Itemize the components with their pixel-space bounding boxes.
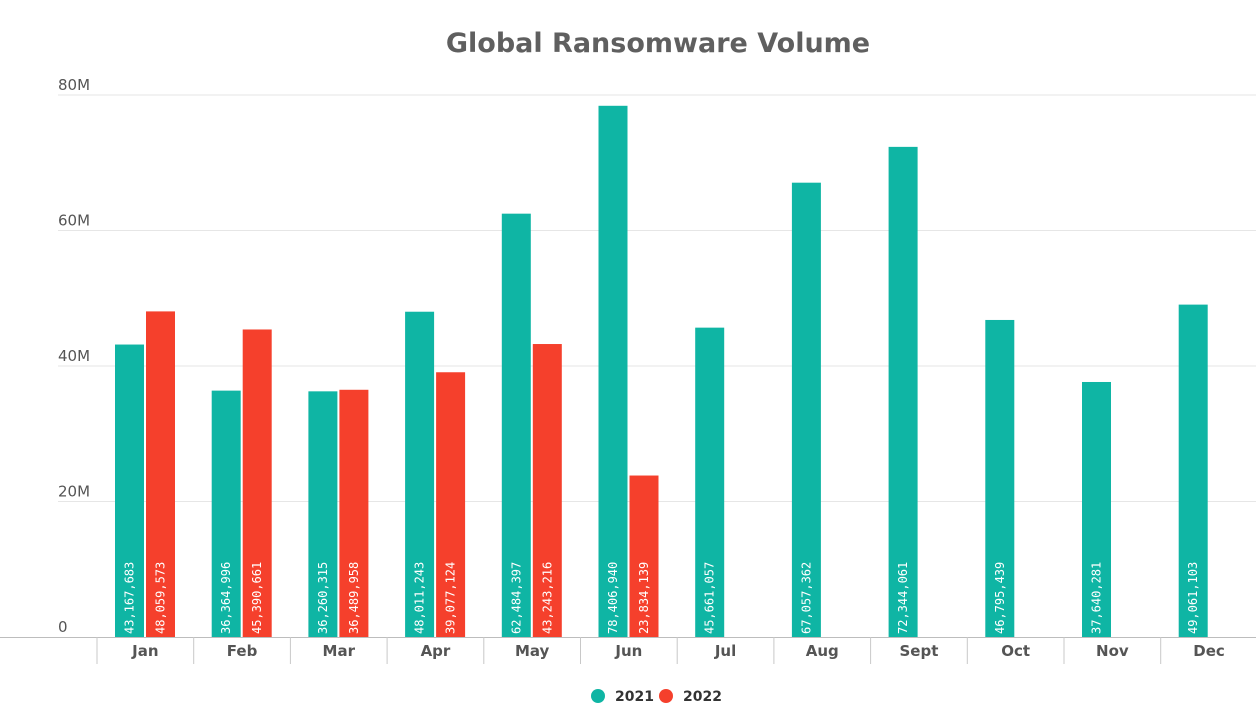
x-tick-label: Jan — [131, 642, 158, 660]
y-tick-label: 60M — [58, 212, 90, 230]
bar-value-label: 43,243,216 — [540, 562, 554, 634]
bar-value-label: 36,489,958 — [347, 562, 361, 634]
bar-value-label: 43,167,683 — [123, 562, 137, 634]
bar-value-label: 49,061,103 — [1186, 562, 1200, 634]
legend-label: 2022 — [683, 689, 722, 705]
bar-2022-jun — [629, 475, 659, 637]
x-tick-label: Oct — [1001, 642, 1030, 660]
x-tick-label: Mar — [323, 642, 356, 660]
bar-value-label: 39,077,124 — [444, 562, 458, 634]
legend: 2021 2022 — [591, 689, 722, 705]
bar-2021-dec — [1178, 304, 1208, 637]
x-tick-label: Jun — [614, 642, 642, 660]
bar-2021-apr — [405, 311, 435, 637]
bar-value-label: 46,795,439 — [993, 562, 1007, 634]
bar-value-label: 23,834,139 — [637, 562, 651, 634]
bar-value-labels: 43,167,683 36,364,996 36,260,315 48,011,243… — [123, 562, 1201, 634]
bar-2021-jan — [115, 344, 144, 637]
bar-value-label: 37,640,281 — [1090, 562, 1104, 634]
legend-marker-2021 — [591, 689, 605, 703]
bar-value-label: 78,406,940 — [606, 562, 620, 634]
y-tick-label: 0 — [58, 618, 68, 636]
x-tick-label: Jul — [714, 642, 736, 660]
bar-value-label: 67,057,362 — [799, 562, 813, 634]
bar-2021-aug — [791, 182, 821, 637]
bar-value-label: 62,484,397 — [509, 562, 523, 634]
bar-value-label: 45,661,057 — [703, 562, 717, 634]
bar-2022-jan — [146, 311, 175, 637]
x-axis: Jan Feb Mar Apr May Jun Jul Aug Sept Oct Nov Dec — [0, 637, 1256, 664]
x-tick-label: May — [515, 642, 550, 660]
x-tick-label: Feb — [227, 642, 258, 660]
bar-2021-sept — [888, 146, 918, 637]
bar-value-label: 45,390,661 — [250, 562, 264, 634]
bar-2021-oct — [985, 319, 1015, 637]
x-tick-label: Aug — [806, 642, 839, 660]
bar-value-label: 72,344,061 — [896, 562, 910, 634]
bar-2022-feb — [242, 329, 272, 637]
x-tick-label: Apr — [421, 642, 451, 660]
bar-2022-apr — [436, 372, 466, 637]
bar-2021-may — [501, 213, 531, 637]
x-tick-label: Nov — [1096, 642, 1129, 660]
y-tick-label: 40M — [58, 347, 90, 365]
y-tick-label: 80M — [58, 76, 90, 94]
legend-marker-2022 — [659, 689, 673, 703]
bars — [115, 105, 1208, 638]
bar-value-label: 36,260,315 — [316, 562, 330, 634]
bar-2021-jul — [695, 327, 725, 637]
bar-value-label: 48,059,573 — [154, 562, 168, 634]
chart-title: Global Ransomware Volume — [446, 28, 870, 59]
x-tick-label: Sept — [900, 642, 939, 660]
bar-value-label: 36,364,996 — [219, 562, 233, 634]
bar-2021-jun — [598, 105, 628, 638]
y-tick-label: 20M — [58, 483, 90, 501]
y-axis-ticks: 0 20M 40M 60M 80M — [58, 76, 90, 636]
bar-2022-may — [532, 344, 562, 637]
legend-label: 2021 — [615, 689, 654, 705]
x-tick-label: Dec — [1193, 642, 1225, 660]
bar-2021-feb — [211, 390, 241, 637]
bar-2021-nov — [1082, 381, 1111, 637]
bar-value-label: 48,011,243 — [413, 562, 427, 634]
bar-2022-mar — [339, 389, 369, 637]
bar-2021-mar — [308, 391, 338, 637]
